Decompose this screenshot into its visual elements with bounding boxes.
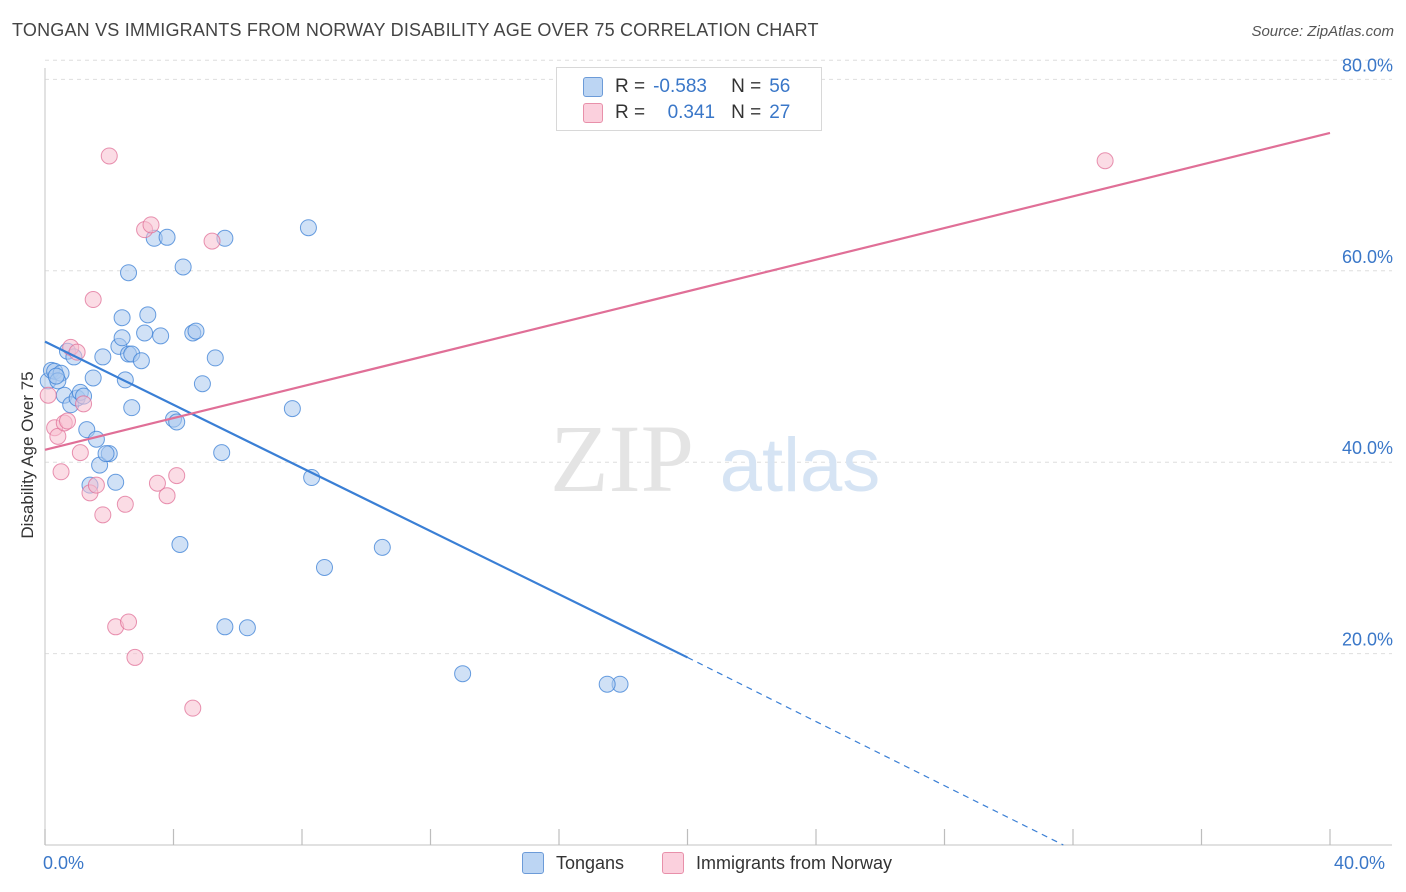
tongan-point	[84, 369, 102, 387]
y-tick-label: 40.0%	[1342, 438, 1393, 458]
y-tick-label: 60.0%	[1342, 247, 1393, 267]
series-legend-label: Immigrants from Norway	[696, 852, 893, 873]
norway-point	[168, 467, 186, 485]
y-tick-label: 20.0%	[1342, 630, 1393, 650]
norway-point	[100, 147, 118, 165]
watermark-zip: ZIP	[550, 405, 694, 512]
y-axis-title: Disability Age Over 75	[18, 371, 37, 539]
legend-n-label: N =	[731, 102, 762, 123]
legend-r-label: R =	[615, 102, 646, 123]
chart-title: TONGAN VS IMMIGRANTS FROM NORWAY DISABIL…	[12, 20, 819, 40]
legend-swatch-tongans	[583, 77, 603, 97]
tongan-point	[47, 367, 65, 385]
norway-point	[148, 474, 166, 492]
tongan-trend-extension	[687, 656, 1064, 846]
x-axis-max-label: 40.0%	[1334, 853, 1386, 873]
tongan-point	[120, 264, 138, 282]
tongan-point	[238, 619, 256, 637]
norway-point	[52, 463, 70, 481]
tongan-point	[373, 538, 391, 556]
tongan-point	[171, 536, 189, 554]
tongan-point	[598, 675, 616, 693]
trend-layer	[44, 131, 1331, 846]
tongan-point	[283, 400, 301, 418]
x-axis-min-label: 0.0%	[43, 853, 85, 873]
norway-point	[75, 395, 93, 413]
norway-point	[1096, 152, 1114, 170]
tongan-point	[97, 445, 115, 463]
tongan-point	[299, 219, 317, 237]
tongan-point	[158, 228, 176, 246]
legend-r-value: -0.583	[653, 76, 707, 97]
norway-point	[116, 495, 134, 513]
norway-point	[184, 699, 202, 717]
series-legend-label: Tongans	[556, 852, 625, 873]
tongan-point	[454, 665, 472, 683]
tongan-point	[213, 444, 231, 462]
points-layer	[39, 147, 1114, 717]
norway-point	[94, 506, 112, 524]
tongan-point	[113, 309, 131, 327]
norway-point	[84, 291, 102, 309]
legend-n-value: 27	[769, 102, 791, 123]
norway-point	[203, 232, 221, 250]
norway-point	[158, 487, 176, 505]
tongan-point	[315, 558, 333, 576]
norway-point	[71, 444, 89, 462]
tongan-point	[136, 324, 154, 342]
legend-n-value: 56	[769, 76, 791, 97]
legend-row-norway: R = 0.341 N = 27	[583, 100, 790, 126]
norway-point	[58, 412, 76, 430]
axis-layer	[44, 68, 1392, 846]
source-label: Source: ZipAtlas.com	[1251, 23, 1394, 40]
norway-point	[39, 386, 57, 404]
tongan-point	[216, 618, 234, 636]
series-swatch-norway	[662, 852, 684, 874]
y-tick-label: 80.0%	[1342, 55, 1393, 75]
norway-point	[120, 613, 138, 631]
tongan-point	[113, 329, 131, 347]
legend-swatch-norway	[583, 103, 603, 123]
watermark-atlas: atlas	[720, 423, 881, 508]
tongan-point	[206, 349, 224, 367]
series-swatch-tongans	[522, 852, 544, 874]
tongan-point	[193, 375, 211, 393]
norway-point	[126, 648, 144, 666]
tongan-point	[174, 258, 192, 276]
tongan-point	[123, 399, 141, 417]
grid-layer	[45, 59, 1392, 655]
legend-n-label: N =	[731, 76, 762, 97]
norway-point	[142, 216, 160, 234]
legend-row-tongans: R = -0.583 N = 56	[583, 74, 790, 100]
tongan-point	[152, 327, 170, 345]
series-legend-tongans[interactable]: Tongans	[522, 852, 624, 874]
legend-r-value: 0.341	[667, 102, 716, 123]
series-legend: Tongans Immigrants from Norway	[0, 852, 1406, 876]
tongan-point	[139, 306, 157, 324]
series-legend-norway[interactable]: Immigrants from Norway	[662, 852, 892, 874]
tongan-point	[107, 473, 125, 491]
tongan-trend-line	[44, 340, 688, 659]
norway-trend-line	[44, 131, 1331, 451]
tick-label-layer: 20.0% 40.0% 60.0% 80.0%	[1342, 55, 1393, 649]
norway-point	[87, 476, 105, 494]
watermark: ZIP atlas	[550, 405, 880, 512]
tongan-point	[187, 322, 205, 340]
correlation-legend: R = -0.583 N = 56 R = 0.341 N = 27	[556, 67, 822, 131]
tongan-point	[132, 352, 150, 370]
tongan-point	[94, 348, 112, 366]
legend-r-label: R =	[615, 76, 646, 97]
